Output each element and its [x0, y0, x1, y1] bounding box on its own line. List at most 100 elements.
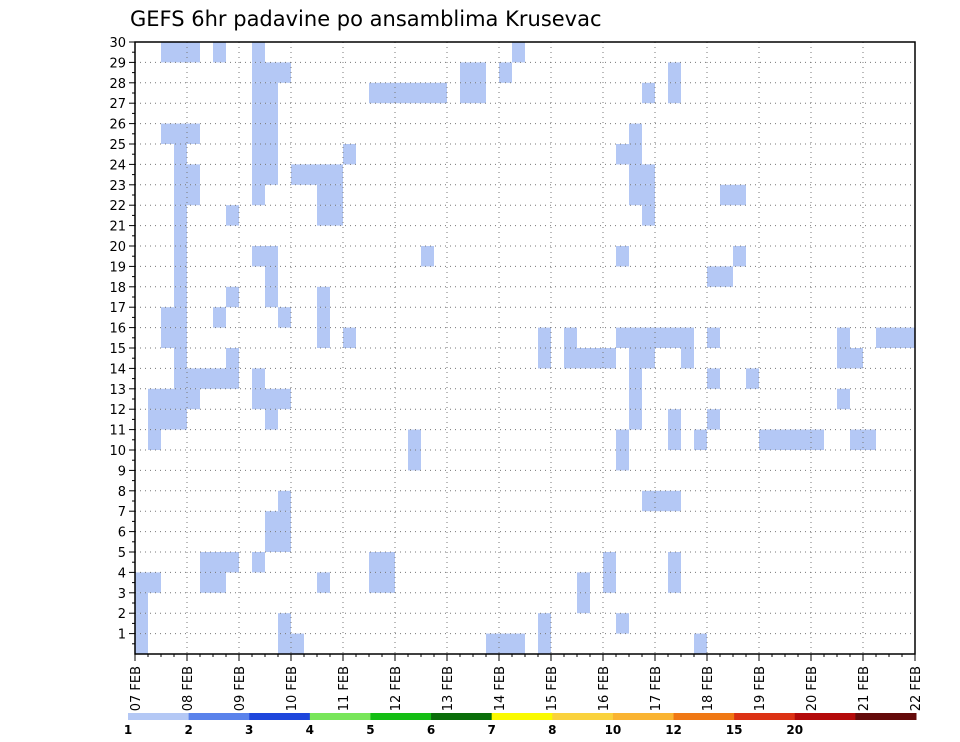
heatmap-cell [174, 286, 187, 308]
heatmap-cell [733, 246, 746, 267]
x-tick-label: 20 FEB [805, 666, 820, 711]
heatmap-cell [213, 552, 226, 573]
heatmap-cell [642, 348, 655, 369]
heatmap-cell [694, 633, 707, 654]
heatmap-cell [278, 490, 291, 512]
heatmap-cell [252, 123, 265, 144]
heatmap-cell [278, 388, 291, 410]
legend-label: 15 [726, 723, 743, 737]
heatmap-cell [317, 307, 330, 328]
heatmap-cell [252, 42, 265, 63]
heatmap-cell [135, 613, 148, 634]
y-tick-label: 29 [109, 56, 126, 71]
y-tick-label: 7 [118, 505, 126, 520]
legend-swatch [673, 713, 735, 720]
legend-swatch [491, 713, 553, 720]
heatmap-cell [265, 531, 278, 552]
heatmap-cell [265, 144, 278, 165]
heatmap-cell [668, 327, 681, 348]
heatmap-cell [213, 307, 226, 328]
legend-swatch [794, 713, 856, 720]
y-tick-label: 11 [109, 424, 126, 439]
heatmap-cell [187, 164, 200, 185]
heatmap-cell [174, 327, 187, 348]
heatmap-cell [369, 552, 382, 573]
heatmap-cell [291, 633, 304, 654]
heatmap-cell [850, 429, 863, 450]
heatmap-cell [408, 429, 421, 450]
y-tick-label: 14 [109, 362, 126, 377]
heatmap-cell [148, 572, 161, 593]
heatmap-cell [577, 348, 590, 369]
heatmap-cell [252, 184, 265, 206]
heatmap-cell [759, 429, 772, 450]
heatmap-cell [213, 572, 226, 593]
heatmap-cell [707, 409, 720, 430]
heatmap-cell [252, 164, 265, 185]
heatmap-cell [538, 613, 551, 634]
y-tick-label: 19 [109, 260, 126, 275]
heatmap-cell [252, 144, 265, 165]
y-tick-label: 1 [118, 628, 126, 643]
heatmap-cell [265, 62, 278, 83]
heatmap-cell [317, 572, 330, 593]
heatmap-cell [135, 592, 148, 614]
heatmap-cell [837, 327, 850, 348]
heatmap-cell [837, 348, 850, 369]
chart-title: GEFS 6hr padavine po ansamblima Krusevac [130, 7, 602, 31]
heatmap-cell [538, 633, 551, 654]
heatmap-cell [174, 184, 187, 206]
x-tick-label: 17 FEB [649, 666, 664, 711]
heatmap-cell [174, 123, 187, 144]
y-tick-label: 17 [109, 301, 126, 316]
x-axis: 07 FEB 08 FEB 09 FEB 10 FEB 11 FEB 12 FEB 13 F… [129, 654, 924, 711]
y-tick-label: 18 [109, 281, 126, 296]
heatmap-cell [265, 409, 278, 430]
x-tick-label: 18 FEB [701, 666, 716, 711]
heatmap-cell [252, 552, 265, 573]
heatmap-cell [252, 388, 265, 410]
heatmap-cell [499, 633, 512, 654]
heatmap-cell [616, 327, 629, 348]
heatmap-cell [330, 184, 343, 206]
heatmap-cell [161, 388, 174, 410]
y-tick-label: 30 [109, 36, 126, 51]
x-tick-label: 21 FEB [857, 666, 872, 711]
heatmap-cell [616, 450, 629, 471]
chart-grid [135, 42, 915, 654]
heatmap-cell [629, 327, 642, 348]
heatmap-cell [226, 368, 239, 389]
heatmap-cell [174, 144, 187, 165]
heatmap-cell [174, 266, 187, 287]
y-tick-label: 3 [118, 587, 126, 602]
heatmap-cell [850, 348, 863, 369]
heatmap-cell [252, 368, 265, 389]
heatmap-cell [135, 572, 148, 593]
heatmap-cell [629, 144, 642, 165]
heatmap-cell [291, 164, 304, 185]
heatmap-cell [733, 184, 746, 206]
heatmap-cell [603, 348, 616, 369]
legend-label: 1 [124, 723, 132, 737]
legend-label: 2 [184, 723, 192, 737]
legend-label: 3 [245, 723, 253, 737]
legend-swatch [249, 713, 311, 720]
heatmap-cell [265, 286, 278, 308]
heatmap-cell [655, 327, 668, 348]
heatmap-cell [512, 42, 525, 63]
heatmap-cell [187, 123, 200, 144]
heatmap-cell [564, 348, 577, 369]
heatmap-cell [174, 348, 187, 369]
heatmap-cell [265, 511, 278, 532]
heatmap-cell [317, 286, 330, 308]
heatmap-cell [629, 388, 642, 410]
legend-swatch [552, 713, 614, 720]
heatmap-cell [642, 327, 655, 348]
heatmap-cell [200, 368, 213, 389]
heatmap-cell [408, 450, 421, 471]
heatmap-cell [603, 572, 616, 593]
heatmap-cell [187, 184, 200, 206]
heatmap-cell [577, 572, 590, 593]
y-tick-label: 10 [109, 444, 126, 459]
heatmap-cell [135, 633, 148, 654]
